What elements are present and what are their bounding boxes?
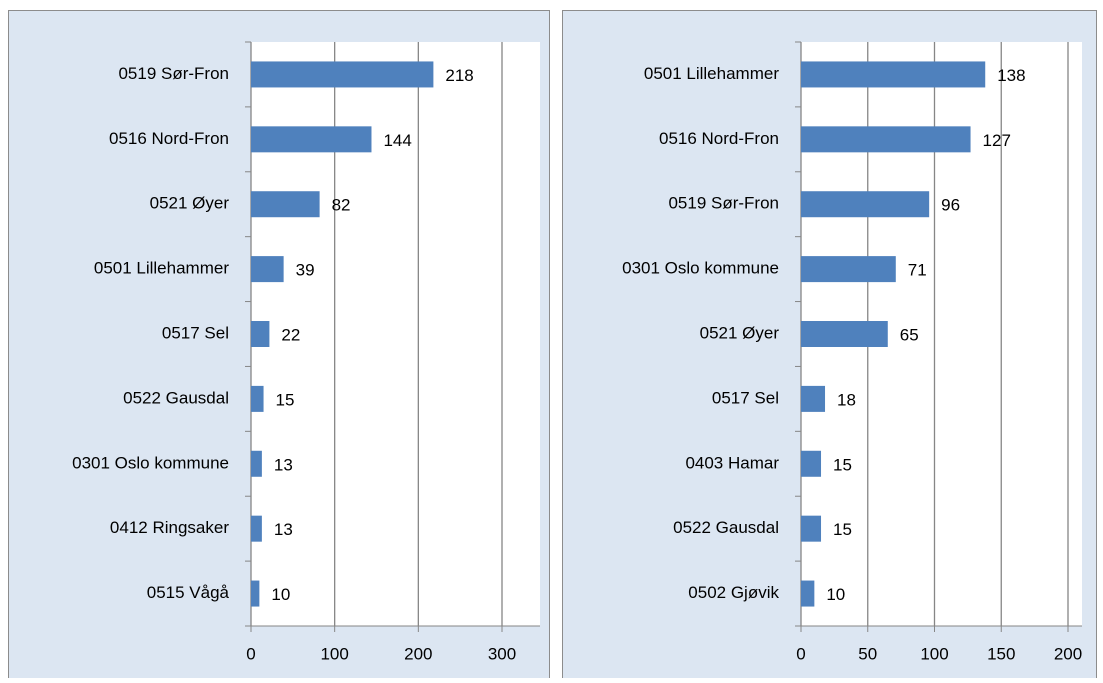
y-tick-label: 0515 Vågå	[147, 583, 230, 602]
y-tick-label: 0403 Hamar	[685, 453, 779, 472]
bar	[801, 126, 971, 153]
bar	[251, 61, 434, 88]
bar	[251, 256, 284, 283]
data-label: 10	[826, 585, 845, 604]
y-tick-label: 0521 Øyer	[700, 323, 780, 342]
x-tick-label: 0	[796, 644, 805, 663]
x-tick-label: 100	[320, 644, 348, 663]
y-tick-label: 0516 Nord-Fron	[109, 129, 229, 148]
y-tick-label: 0517 Sel	[162, 323, 229, 342]
bar	[251, 126, 372, 153]
bar	[251, 580, 260, 607]
bar	[801, 580, 815, 607]
data-label: 22	[281, 325, 300, 344]
data-label: 15	[833, 520, 852, 539]
bar	[801, 191, 930, 218]
data-label: 127	[983, 131, 1011, 150]
data-label: 218	[445, 66, 473, 85]
x-tick-label: 150	[987, 644, 1015, 663]
data-label: 39	[296, 261, 315, 280]
bar	[801, 61, 986, 88]
data-label: 15	[276, 390, 295, 409]
y-tick-label: 0521 Øyer	[150, 194, 230, 213]
data-label: 15	[833, 455, 852, 474]
bar	[251, 515, 262, 542]
x-tick-label: 0	[246, 644, 255, 663]
bar	[251, 321, 270, 347]
y-tick-label: 0522 Gausdal	[123, 388, 229, 407]
x-tick-label: 200	[404, 644, 432, 663]
bar	[801, 256, 896, 283]
y-tick-label: 0301 Oslo kommune	[72, 453, 229, 472]
y-tick-label: 0516 Nord-Fron	[659, 129, 779, 148]
x-tick-label: 200	[1054, 644, 1082, 663]
y-tick-label: 0501 Lillehammer	[644, 64, 779, 83]
data-label: 18	[837, 390, 856, 409]
bar	[801, 515, 822, 542]
y-tick-label: 0522 Gausdal	[673, 518, 779, 537]
y-tick-label: 0502 Gjøvik	[688, 583, 779, 602]
y-tick-label: 0519 Sør-Fron	[118, 64, 229, 83]
data-label: 96	[941, 196, 960, 215]
y-tick-label: 0301 Oslo kommune	[622, 259, 779, 278]
data-label: 13	[274, 520, 293, 539]
bar	[251, 385, 264, 412]
bar	[251, 450, 262, 477]
bar	[801, 321, 888, 347]
data-label: 65	[900, 325, 919, 344]
data-label: 71	[908, 261, 927, 280]
x-tick-label: 100	[920, 644, 948, 663]
x-tick-label: 50	[858, 644, 877, 663]
data-label: 13	[274, 455, 293, 474]
data-label: 138	[997, 66, 1025, 85]
y-tick-label: 0412 Ringsaker	[110, 518, 229, 537]
bar	[801, 385, 826, 412]
data-label: 82	[332, 196, 351, 215]
bar	[251, 191, 320, 218]
data-label: 10	[271, 585, 290, 604]
data-label: 144	[383, 131, 411, 150]
x-tick-label: 300	[488, 644, 516, 663]
y-tick-label: 0501 Lillehammer	[94, 259, 229, 278]
y-tick-label: 0517 Sel	[712, 388, 779, 407]
y-tick-label: 0519 Sør-Fron	[668, 194, 779, 213]
bar	[801, 450, 822, 477]
